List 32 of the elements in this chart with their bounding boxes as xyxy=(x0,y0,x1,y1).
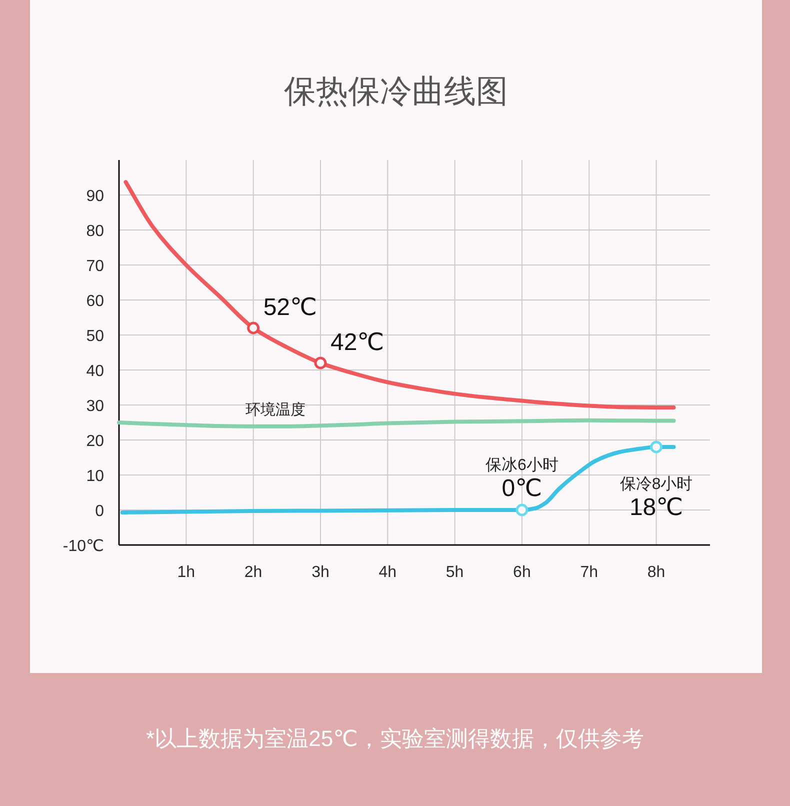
x-tick-label: 5h xyxy=(446,564,464,581)
text: *以上数据为室温25℃，实验室测得数据，仅供参考 xyxy=(146,726,644,751)
y-tick-label: 90 xyxy=(86,188,104,205)
y-tick-label: 70 xyxy=(86,258,104,275)
x-tick-label: 7h xyxy=(580,564,598,581)
x-tick-label: 1h xyxy=(177,564,196,581)
point xyxy=(314,356,327,370)
x-tick-label: 8h xyxy=(647,564,666,581)
chart-title: 保热保冷曲线图 xyxy=(284,73,508,109)
data-label: 18℃ xyxy=(629,494,684,521)
point xyxy=(247,322,260,334)
point xyxy=(650,440,663,454)
data-label: 52℃ xyxy=(263,294,317,321)
y-tick-label: 10 xyxy=(86,468,104,485)
y-tick-label: 60 xyxy=(86,293,104,310)
x-tick-label: 4h xyxy=(378,564,397,581)
y-tick-label: 0 xyxy=(95,503,104,520)
y-tick-label: 30 xyxy=(86,398,104,415)
series-label: 环境温度 xyxy=(246,401,306,418)
y-tick-label: 50 xyxy=(86,328,104,345)
y-tick-label: 80 xyxy=(86,223,104,240)
x-tick-label: 2h xyxy=(244,564,262,581)
y-tick-label: -10℃ xyxy=(62,538,104,555)
data-label: 42℃ xyxy=(330,329,384,356)
y-tick-label: 40 xyxy=(86,363,104,380)
x-tick-label: 3h xyxy=(312,564,330,581)
x-tick-label: 6h xyxy=(513,564,531,581)
annotation: 保冰6小时 xyxy=(486,456,558,474)
point xyxy=(516,504,528,516)
y-tick-label: 20 xyxy=(86,433,104,450)
data-label: 0℃ xyxy=(502,475,542,502)
annotation: 保冷8小时 xyxy=(620,475,693,493)
